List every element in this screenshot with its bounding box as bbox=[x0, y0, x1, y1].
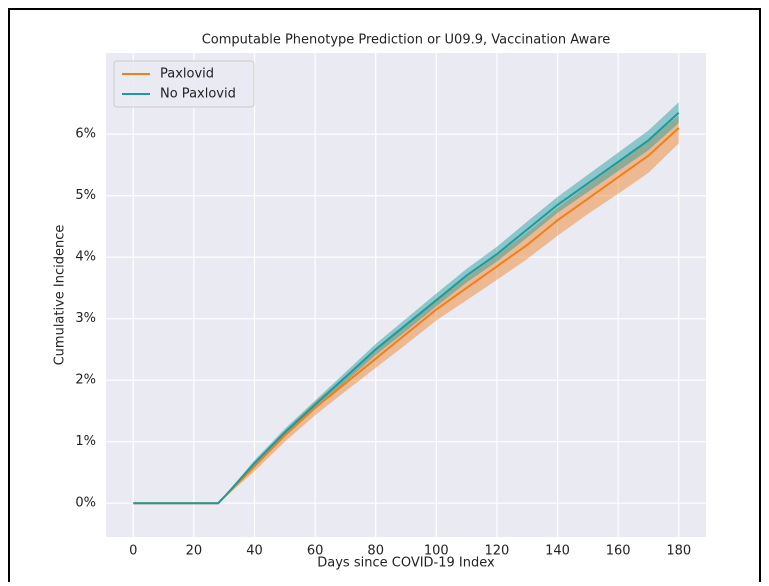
y-tick-label: 2% bbox=[75, 373, 96, 388]
x-tick-label: 100 bbox=[424, 544, 449, 559]
x-tick-label: 20 bbox=[186, 544, 203, 559]
y-tick-label: 0% bbox=[75, 496, 96, 511]
y-tick-label: 1% bbox=[75, 434, 96, 449]
y-tick-label: 5% bbox=[75, 188, 96, 203]
y-tick-label: 3% bbox=[75, 311, 96, 326]
marks bbox=[133, 102, 680, 505]
legend-box bbox=[113, 60, 255, 108]
line bbox=[133, 111, 680, 505]
y-tick-label: 4% bbox=[75, 250, 96, 265]
legend: Paxlovid No Paxlovid bbox=[113, 60, 255, 108]
x-tick-label: 180 bbox=[666, 544, 691, 559]
x-tick-label: 140 bbox=[545, 544, 570, 559]
x-tick-label: 160 bbox=[606, 544, 631, 559]
x-axis-label: Days since COVID-19 Index bbox=[317, 556, 495, 571]
x-tick-label: 60 bbox=[307, 544, 324, 559]
y-tick-label: 6% bbox=[75, 127, 96, 142]
x-tick-label: 0 bbox=[129, 544, 137, 559]
legend-label: Paxlovid bbox=[160, 67, 214, 82]
plot-area bbox=[106, 53, 706, 537]
grid bbox=[106, 53, 706, 537]
y-axis-label: Cumulative Incidence bbox=[53, 225, 68, 366]
x-tick-label: 120 bbox=[484, 544, 509, 559]
x-tick-label: 80 bbox=[367, 544, 384, 559]
legend-label: No Paxlovid bbox=[160, 87, 236, 102]
chart-title: Computable Phenotype Prediction or U09.9… bbox=[202, 33, 611, 48]
x-tick-label: 40 bbox=[246, 544, 263, 559]
